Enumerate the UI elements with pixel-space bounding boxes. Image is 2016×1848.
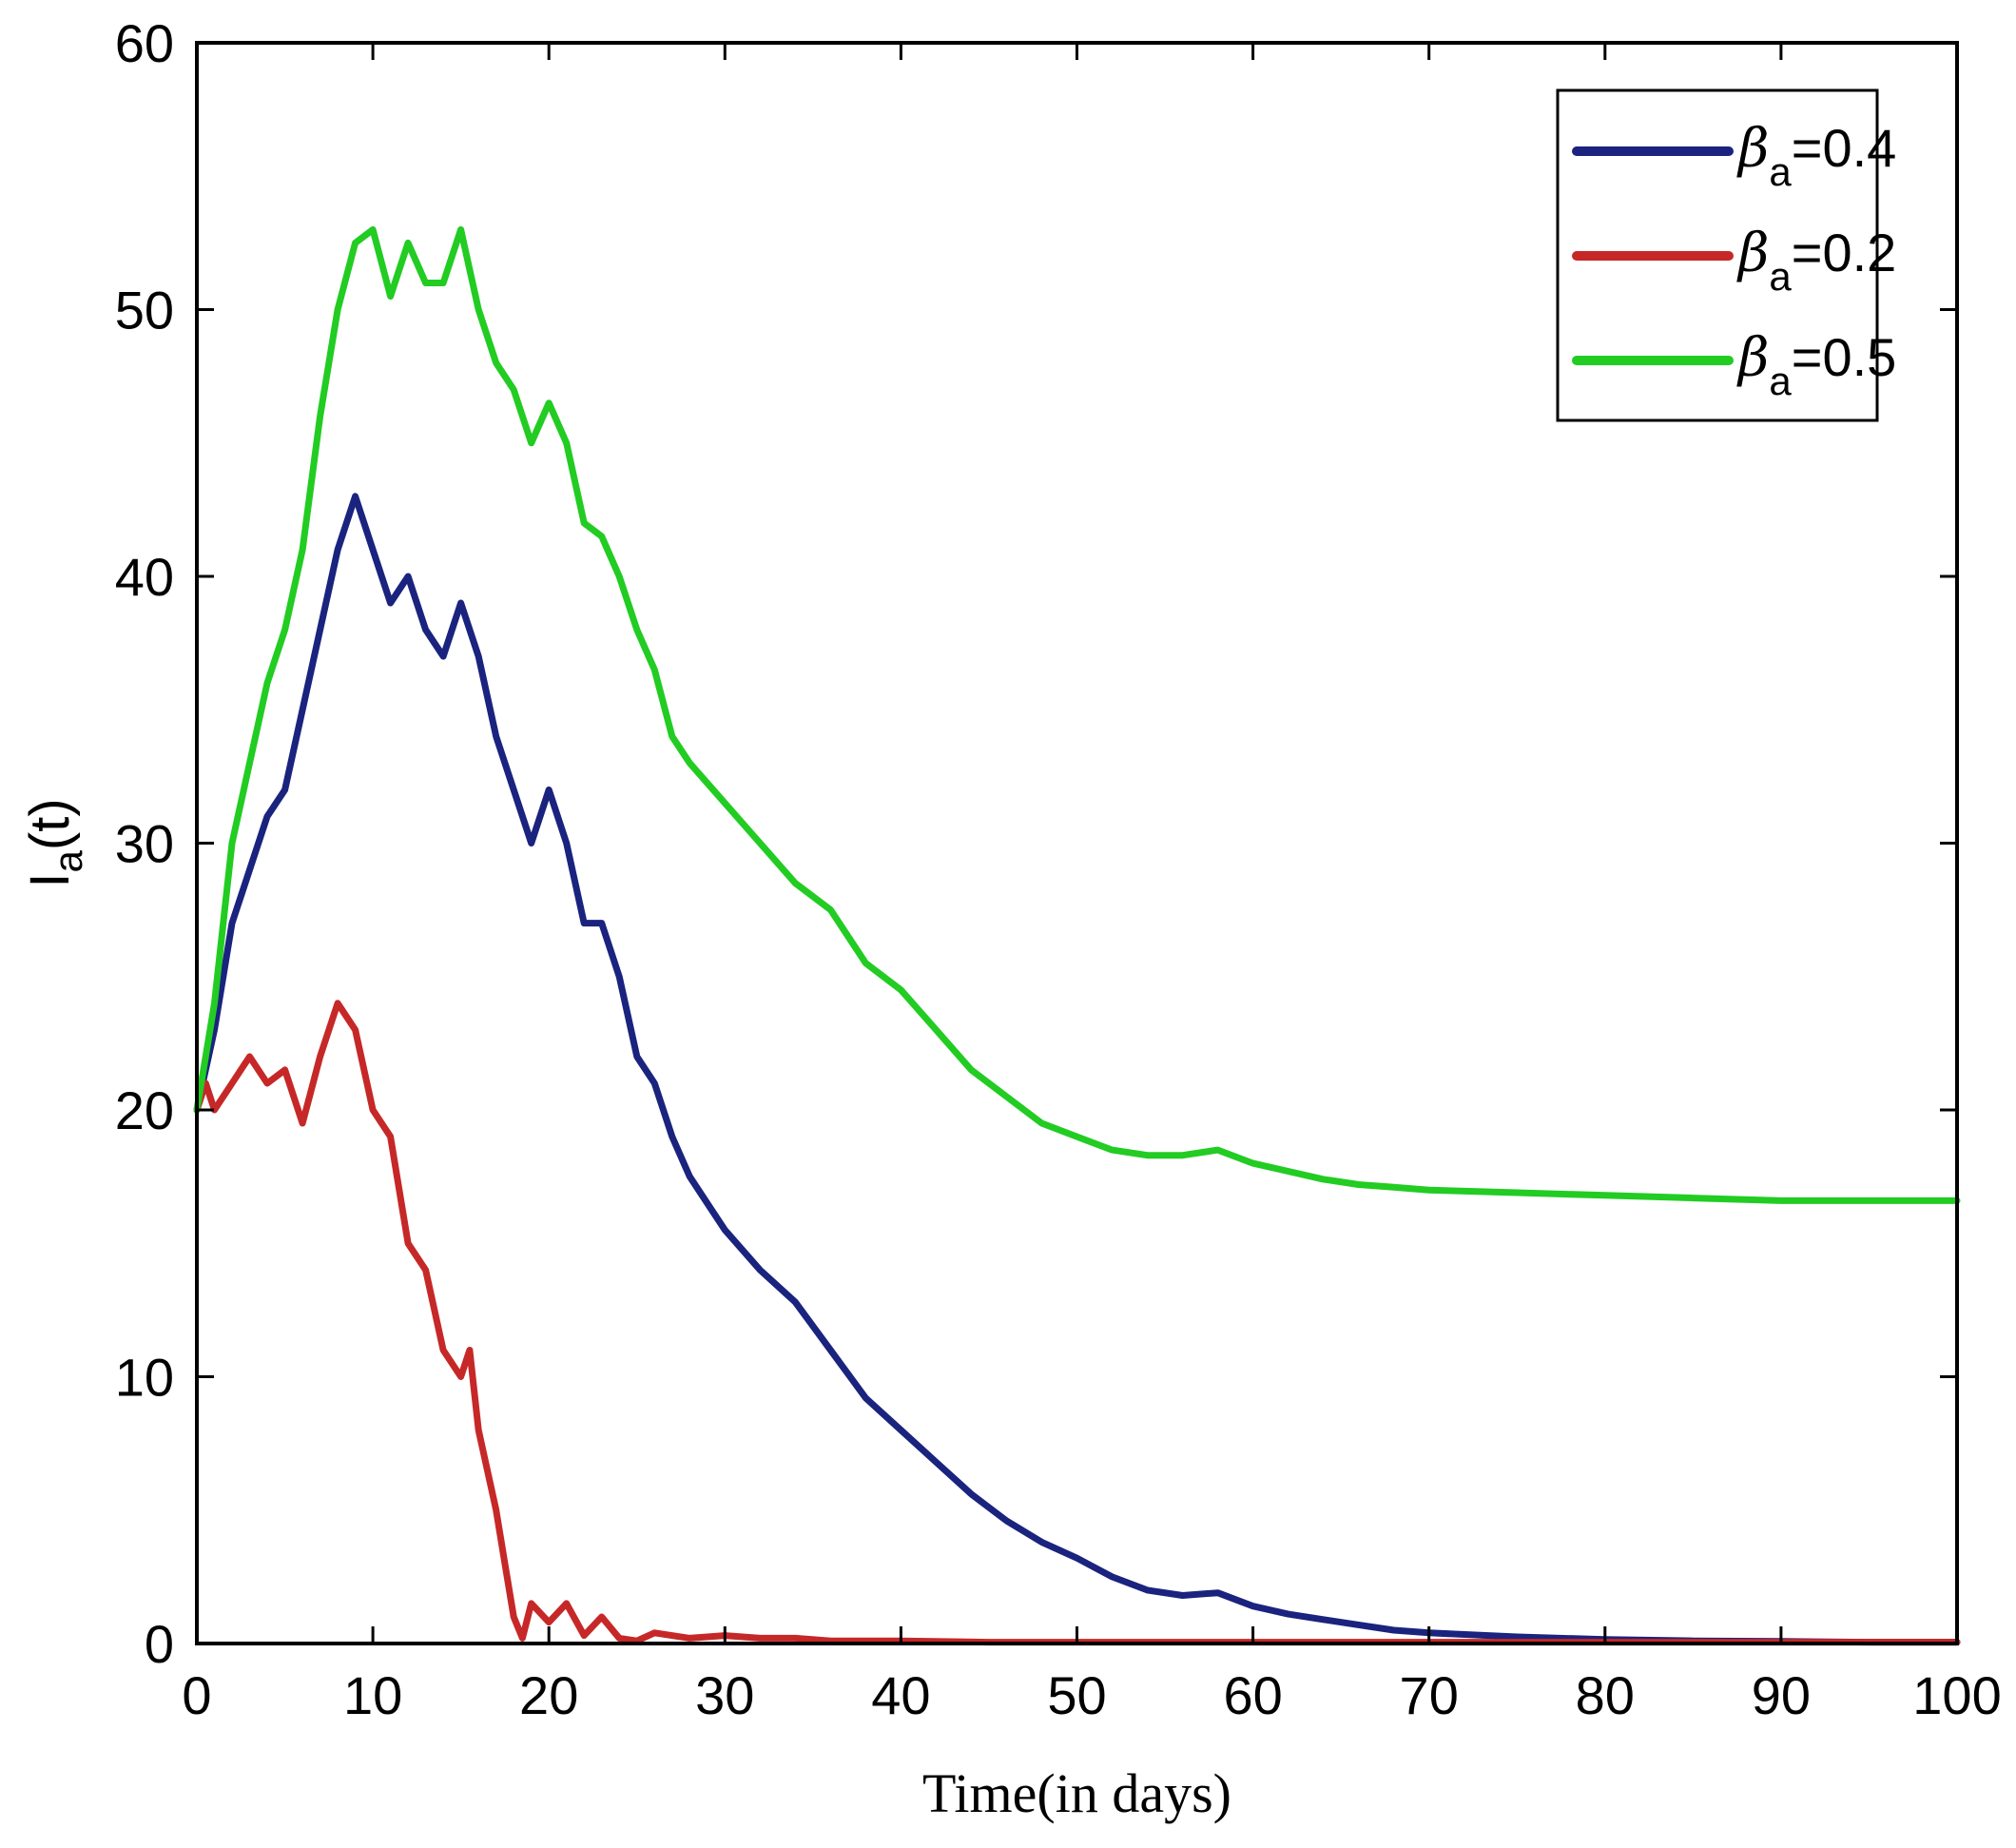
series-line-2 (193, 225, 1961, 1204)
y-tick-label: 30 (115, 814, 174, 874)
y-axis-title: Ia(t) (19, 798, 90, 887)
legend-label-1: βa=0.2 (1736, 223, 1896, 299)
x-tick-label: 90 (1752, 1665, 1811, 1725)
legend-symbol: β (1736, 118, 1769, 180)
y-axis-title-suffix: (t) (19, 798, 81, 850)
series-layer (193, 225, 1961, 1646)
x-tick-label: 0 (182, 1665, 211, 1725)
y-tick-label: 40 (115, 547, 174, 607)
y-tick-label: 10 (115, 1348, 174, 1408)
series-line-1 (193, 1000, 1961, 1646)
legend-subscript: a (1769, 359, 1792, 403)
x-tick-label: 20 (519, 1665, 578, 1725)
x-tick-label: 50 (1047, 1665, 1106, 1725)
x-tick-label: 70 (1400, 1665, 1459, 1725)
legend-label-2: βa=0.5 (1736, 327, 1896, 403)
y-axis-title-sub: a (46, 849, 90, 872)
legend-symbol: β (1736, 327, 1769, 389)
y-axis-title-main: I (19, 872, 81, 887)
legend-value: =0.5 (1792, 327, 1897, 387)
legend-value: =0.2 (1792, 223, 1897, 282)
x-axis-title: Time(in days) (922, 1762, 1231, 1824)
x-tick-label: 10 (343, 1665, 402, 1725)
series-line-0 (193, 493, 1961, 1646)
legend: βa=0.4βa=0.2βa=0.5 (1556, 88, 1896, 422)
x-tick-label: 60 (1223, 1665, 1282, 1725)
x-tick-label: 30 (695, 1665, 754, 1725)
x-tick-label: 80 (1576, 1665, 1635, 1725)
legend-subscript: a (1769, 254, 1792, 299)
axes-layer: 0 10 20 30 40 50 60 70 80 90 100 0 10 20 30 40 50 60 (115, 13, 2002, 1725)
legend-subscript: a (1769, 149, 1792, 194)
legend-symbol: β (1736, 223, 1769, 284)
x-tick-label: 100 (1912, 1665, 2001, 1725)
x-tick-label: 40 (871, 1665, 930, 1725)
y-tick-label: 20 (115, 1080, 174, 1140)
legend-value: =0.4 (1792, 118, 1897, 178)
y-tick-label: 50 (115, 281, 174, 340)
y-tick-label: 0 (145, 1614, 174, 1674)
y-tick-label: 60 (115, 13, 174, 73)
legend-label-0: βa=0.4 (1736, 118, 1896, 194)
